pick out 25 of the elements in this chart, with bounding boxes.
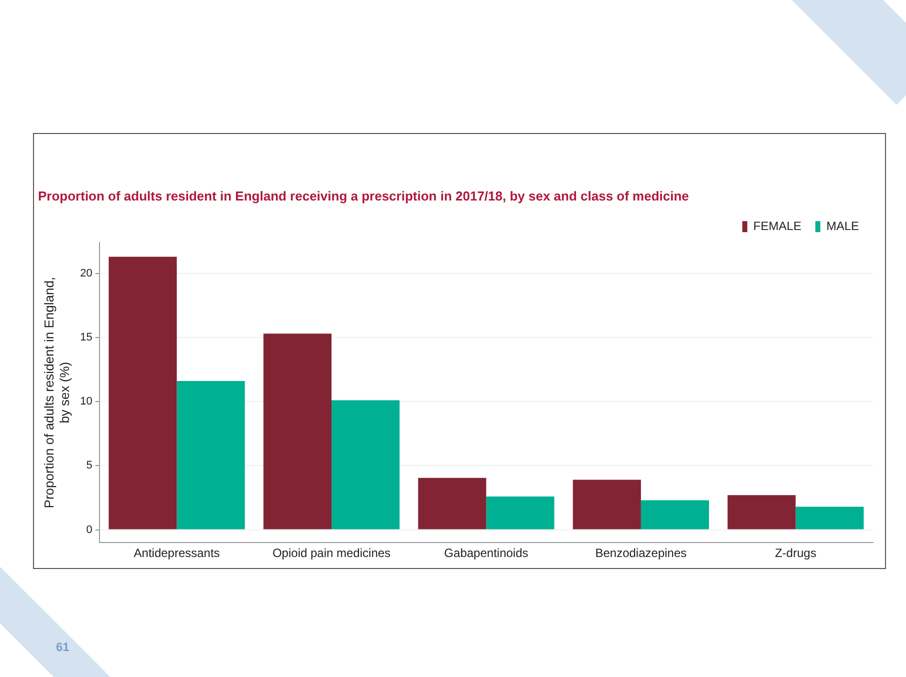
x-tick-label: Benzodiazepines	[595, 546, 687, 560]
legend-label: MALE	[826, 218, 860, 233]
bar	[728, 495, 796, 530]
y-tick-label: 0	[86, 524, 92, 536]
bar	[263, 334, 332, 530]
chart-title: Proportion of adults resident in England receiving a prescription in 2017/18, by sex and class of medicine	[38, 188, 689, 204]
legend-label: FEMALE	[753, 218, 802, 233]
y-tick-label: 20	[80, 267, 92, 280]
y-axis-title: Proportion of adults resident in England, by sex (%)	[41, 276, 72, 508]
y-tick-label: 5	[86, 460, 92, 472]
x-tick-label: Opioid pain medicines	[272, 546, 391, 560]
bar	[332, 400, 400, 530]
bar	[796, 506, 864, 530]
y-tick-label: 15	[80, 332, 92, 344]
bar	[572, 480, 641, 530]
bar	[418, 478, 486, 530]
bar	[176, 381, 245, 530]
x-tick-label: Antidepressants	[134, 546, 220, 560]
x-tick-label: Gabapentinoids	[444, 546, 528, 560]
y-tick-label: 10	[80, 396, 92, 408]
text: 61	[56, 640, 70, 654]
bar	[486, 496, 554, 530]
bar	[108, 256, 177, 530]
bar	[640, 500, 710, 530]
x-tick-label: Z-drugs	[774, 546, 816, 560]
